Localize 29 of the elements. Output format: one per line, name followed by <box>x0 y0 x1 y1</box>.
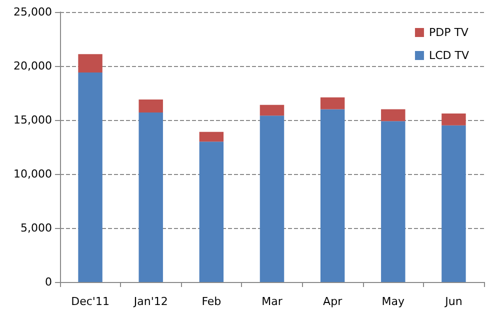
x-tick-label: Apr <box>323 295 343 308</box>
bar <box>78 72 102 282</box>
y-tick-label: 15,000 <box>14 114 52 126</box>
bar <box>138 112 163 282</box>
bar <box>381 121 406 282</box>
x-tick-label: Jan'12 <box>132 295 168 308</box>
x-tick-label: Mar <box>262 295 283 308</box>
y-tick-label: 25,000 <box>14 6 52 18</box>
y-tick-label: 20,000 <box>14 60 52 72</box>
bar <box>442 125 466 282</box>
bar <box>442 114 466 126</box>
y-tick-label: 0 <box>45 276 52 288</box>
bar <box>138 99 163 112</box>
y-tick-label: 5,000 <box>20 222 52 234</box>
x-tick-label: Feb <box>202 295 222 308</box>
bar <box>260 104 284 116</box>
bar <box>381 109 406 122</box>
x-tick-label: May <box>382 295 405 308</box>
x-tick-label: Dec'11 <box>71 295 110 308</box>
x-tick-label: Jun <box>444 295 462 308</box>
bar <box>199 132 224 142</box>
legend-label: PDP TV <box>428 26 469 39</box>
bar <box>260 116 284 282</box>
legend-label: LCD TV <box>428 49 470 62</box>
bar <box>78 54 102 72</box>
bar <box>199 142 224 282</box>
bar <box>320 97 345 110</box>
y-tick-label: 10,000 <box>14 168 52 180</box>
bar <box>320 109 345 282</box>
